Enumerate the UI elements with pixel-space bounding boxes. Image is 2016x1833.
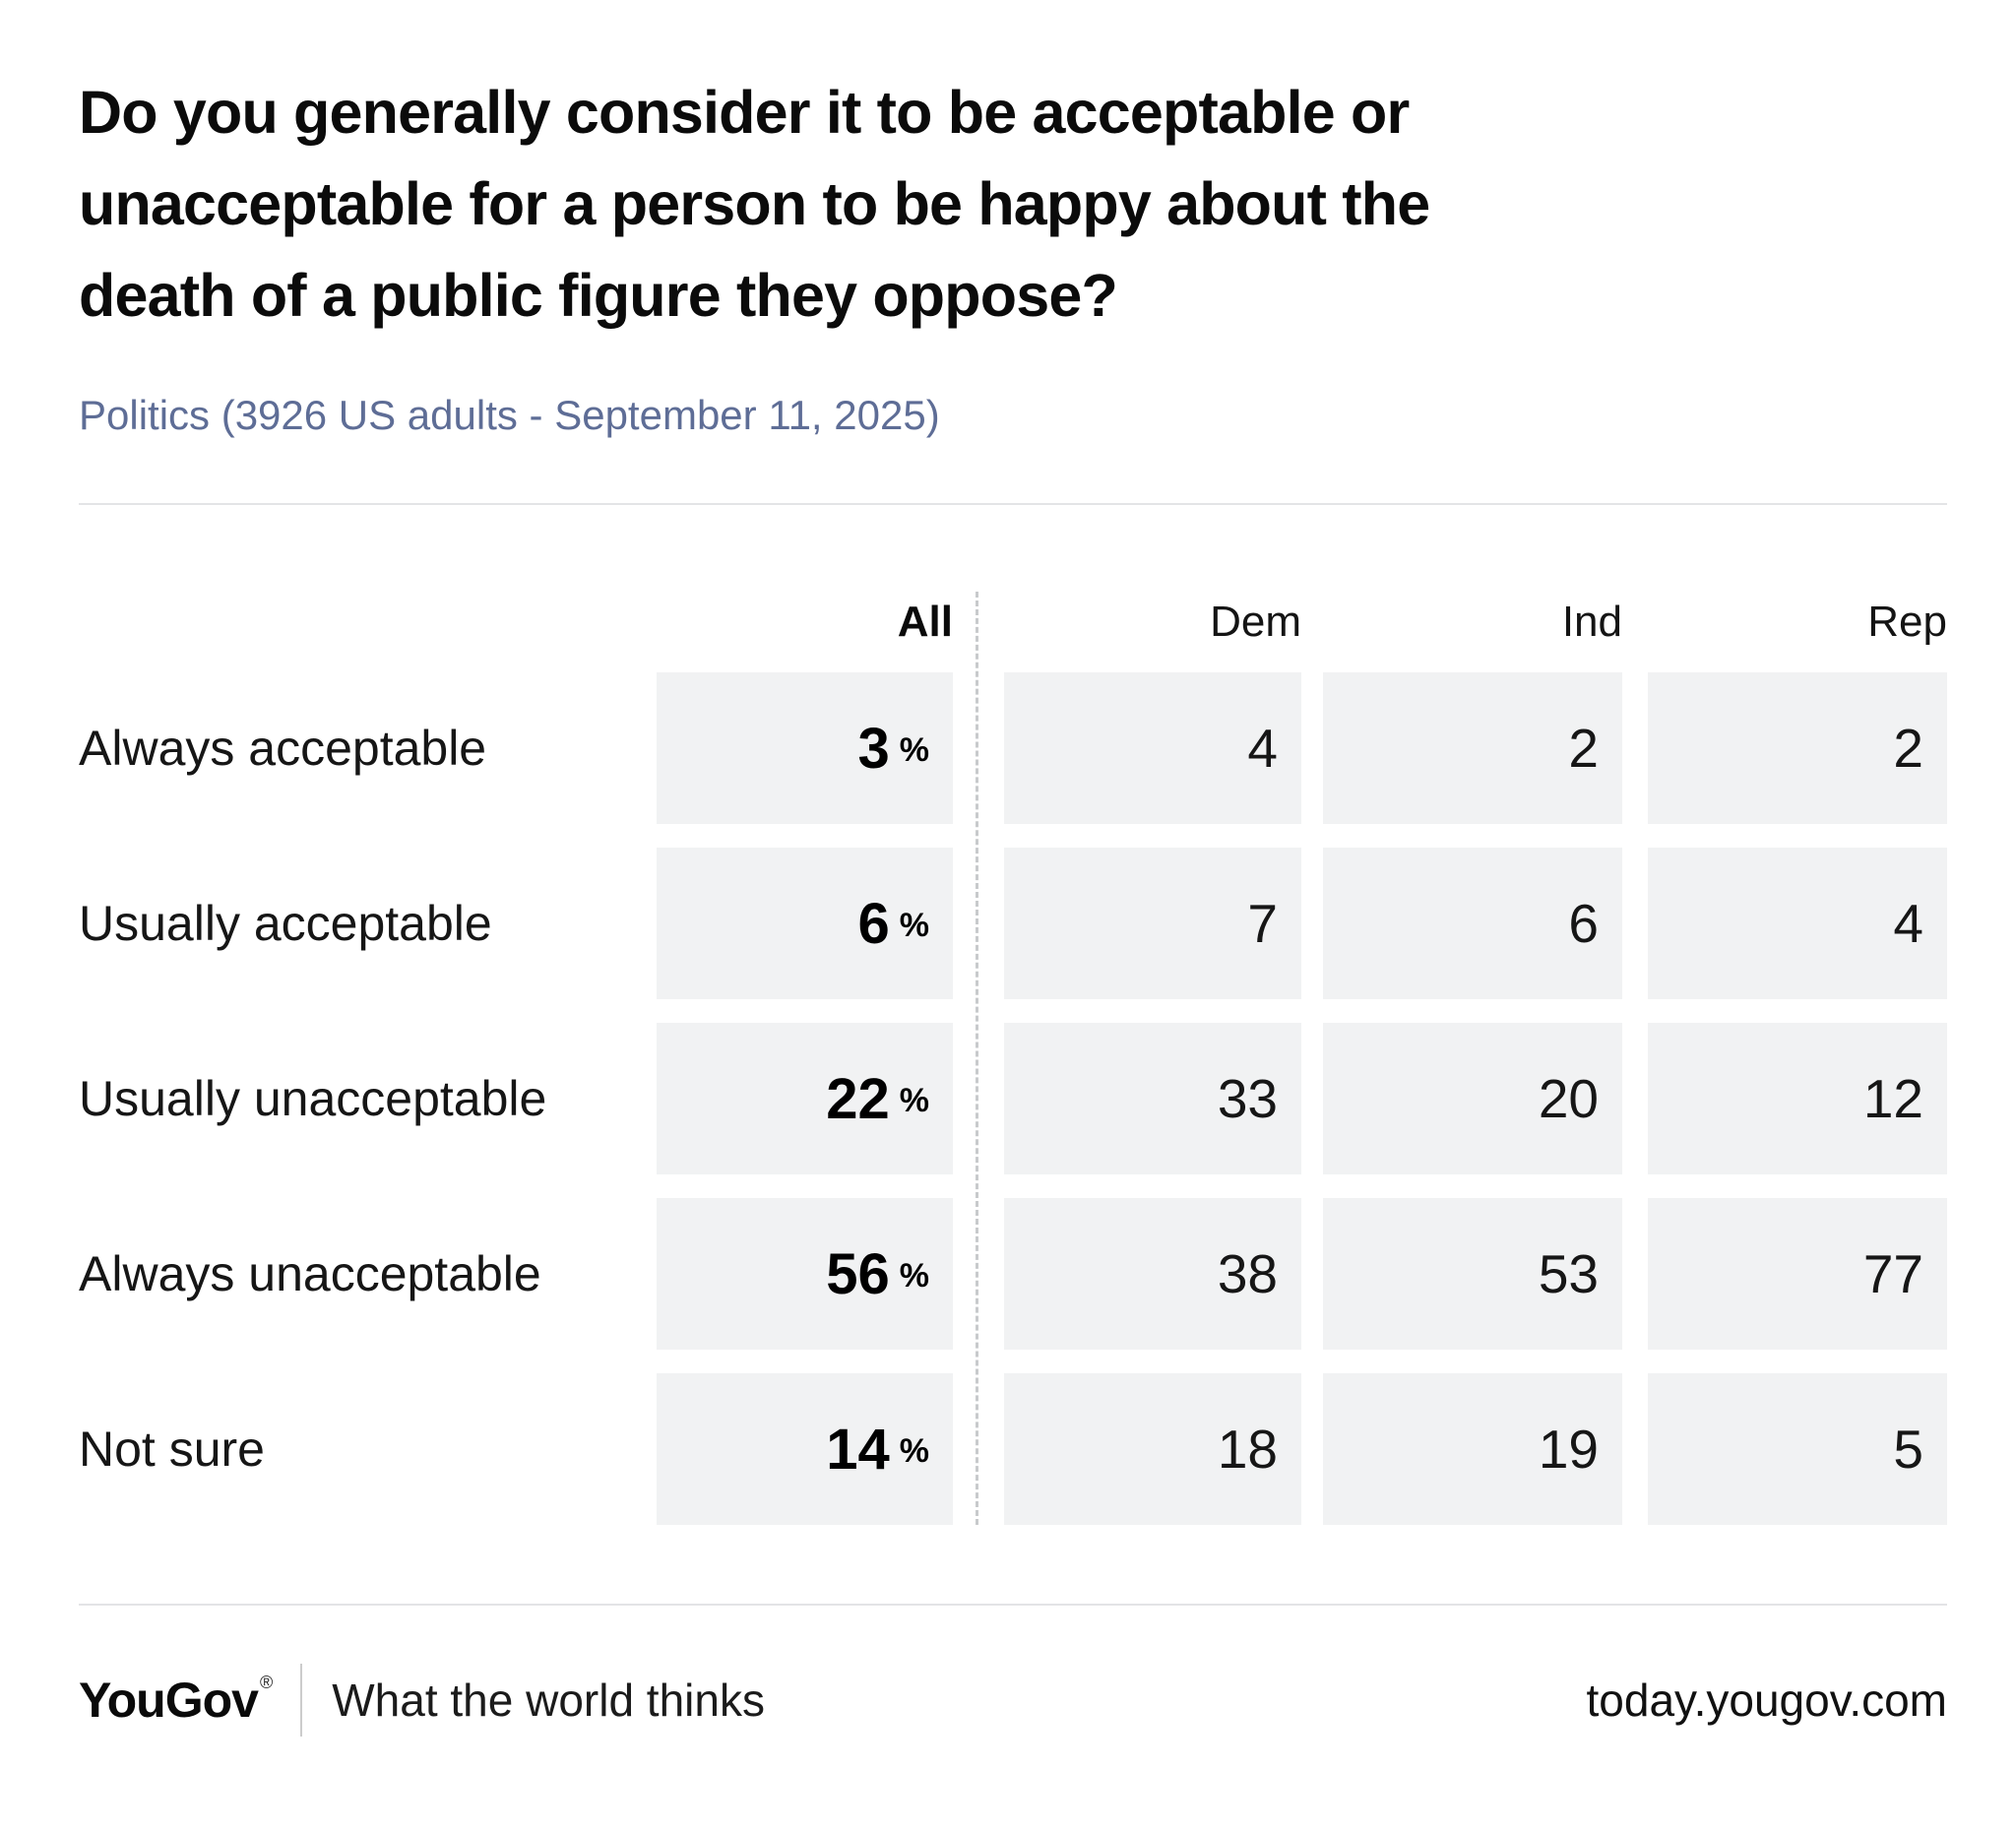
column-spacer (1301, 647, 1323, 672)
cell-dem: 38 (1004, 1198, 1301, 1350)
column-spacer (1301, 1198, 1323, 1350)
content-area: Do you generally consider it to be accep… (79, 0, 1947, 1747)
percent-sign: % (899, 1081, 929, 1119)
column-spacer (1622, 1373, 1648, 1525)
registered-trademark-icon: ® (259, 1672, 274, 1692)
cell-all: 6% (657, 848, 953, 999)
cell-rep: 5 (1648, 1373, 1947, 1525)
table-row: Usually unacceptable 22% 33 20 12 (79, 1023, 1947, 1174)
column-spacer (953, 1373, 1004, 1525)
column-header-rep: Rep (1867, 598, 1947, 646)
table-header-row: All Dem Ind Rep (79, 584, 1947, 672)
all-value: 3 (857, 716, 890, 781)
row-label: Usually unacceptable (79, 1071, 547, 1126)
table-body: Always acceptable 3% 4 2 2 Usually acceptable… (79, 672, 1947, 1525)
column-spacer (1301, 1023, 1323, 1174)
results-table: All Dem Ind Rep Always acceptable 3% 4 2 2 Us… (79, 584, 1947, 1525)
column-spacer (1622, 672, 1648, 824)
percent-sign: % (899, 906, 929, 944)
cell-rep: 12 (1648, 1023, 1947, 1174)
row-label: Always unacceptable (79, 1246, 541, 1301)
footer: YouGov ® What the world thinks today.youg… (79, 1653, 1947, 1747)
cell-ind: 20 (1323, 1023, 1622, 1174)
cell-all: 3% (657, 672, 953, 824)
cell-ind: 19 (1323, 1373, 1622, 1525)
column-spacer (79, 647, 657, 672)
footer-url: today.yougov.com (1586, 1675, 1948, 1726)
cell-ind: 53 (1323, 1198, 1622, 1350)
column-header-dem: Dem (1210, 598, 1301, 646)
row-label: Usually acceptable (79, 896, 492, 951)
percent-sign: % (899, 1431, 929, 1470)
table-row: Usually acceptable 6% 7 6 4 (79, 848, 1947, 999)
table-row: Not sure 14% 18 19 5 (79, 1373, 1947, 1525)
footer-divider-line (79, 1604, 1947, 1606)
cell-all: 22% (657, 1023, 953, 1174)
column-spacer (1622, 1023, 1648, 1174)
footer-vertical-divider (300, 1664, 303, 1737)
column-spacer (953, 848, 1004, 999)
column-header-ind: Ind (1561, 598, 1622, 646)
cell-dem: 7 (1004, 848, 1301, 999)
footer-tagline: What the world thinks (332, 1675, 765, 1726)
table-row: Always unacceptable 56% 38 53 77 (79, 1198, 1947, 1350)
cell-ind: 2 (1323, 672, 1622, 824)
all-value: 14 (826, 1417, 890, 1482)
yougov-logo: YouGov (79, 1673, 259, 1728)
top-divider (79, 503, 1947, 505)
percent-sign: % (899, 730, 929, 769)
column-spacer (1622, 848, 1648, 999)
cell-dem: 18 (1004, 1373, 1301, 1525)
cell-rep: 4 (1648, 848, 1947, 999)
poll-subtitle: Politics (3926 US adults - September 11,… (79, 392, 940, 438)
cell-dem: 4 (1004, 672, 1301, 824)
column-spacer (1301, 1373, 1323, 1525)
cell-all: 56% (657, 1198, 953, 1350)
cell-dem: 33 (1004, 1023, 1301, 1174)
all-vs-party-dashed-separator (976, 592, 978, 1525)
cell-rep: 2 (1648, 672, 1947, 824)
brand-block: YouGov ® What the world thinks (79, 1664, 765, 1737)
column-spacer (953, 1198, 1004, 1350)
cell-rep: 77 (1648, 1198, 1947, 1350)
column-spacer (1301, 848, 1323, 999)
column-spacer (1301, 672, 1323, 824)
table-row: Always acceptable 3% 4 2 2 (79, 672, 1947, 824)
page-title: Do you generally consider it to be accep… (79, 79, 1430, 329)
percent-sign: % (899, 1256, 929, 1295)
row-label: Not sure (79, 1422, 265, 1477)
cell-ind: 6 (1323, 848, 1622, 999)
row-label: Always acceptable (79, 721, 487, 776)
column-spacer (1622, 1198, 1648, 1350)
column-spacer (953, 647, 1004, 672)
column-header-all: All (897, 598, 953, 646)
cell-all: 14% (657, 1373, 953, 1525)
column-spacer (953, 1023, 1004, 1174)
all-value: 56 (826, 1241, 890, 1306)
column-spacer (953, 672, 1004, 824)
all-value: 6 (857, 891, 890, 956)
column-spacer (1622, 647, 1648, 672)
all-value: 22 (826, 1066, 890, 1131)
